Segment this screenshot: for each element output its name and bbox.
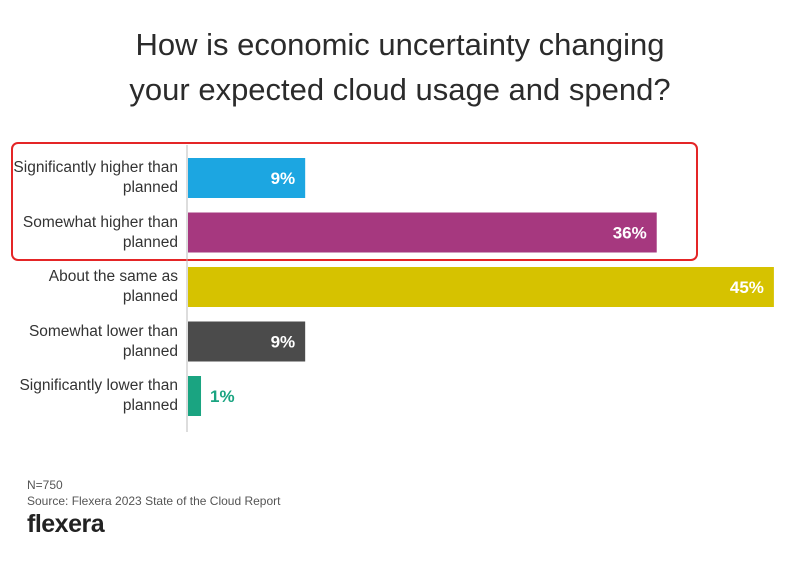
bar bbox=[188, 158, 306, 198]
bar bbox=[188, 321, 306, 362]
value-label: 1% bbox=[210, 387, 235, 406]
bar bbox=[188, 212, 657, 253]
chart-title: How is economic uncertainty changing you… bbox=[129, 27, 671, 107]
category-label: Significantly lower than planned bbox=[19, 377, 178, 414]
value-label: 9% bbox=[271, 333, 296, 352]
category-label: Somewhat higher than planned bbox=[22, 213, 178, 251]
bar bbox=[188, 376, 202, 416]
category-label: About the same as planned bbox=[48, 268, 178, 305]
category-label: Somewhat lower than planned bbox=[28, 322, 178, 360]
highlight-box bbox=[11, 142, 698, 261]
bar bbox=[188, 267, 774, 307]
category-label: Significantly higher than planned bbox=[13, 159, 178, 196]
source: Source: Flexera 2023 State of the Cloud … bbox=[27, 494, 281, 508]
value-label: 36% bbox=[613, 224, 647, 243]
note: N=750 bbox=[27, 478, 63, 492]
brand-logo: flexera bbox=[27, 510, 105, 538]
value-label: 9% bbox=[271, 169, 296, 188]
value-label: 45% bbox=[730, 278, 764, 297]
